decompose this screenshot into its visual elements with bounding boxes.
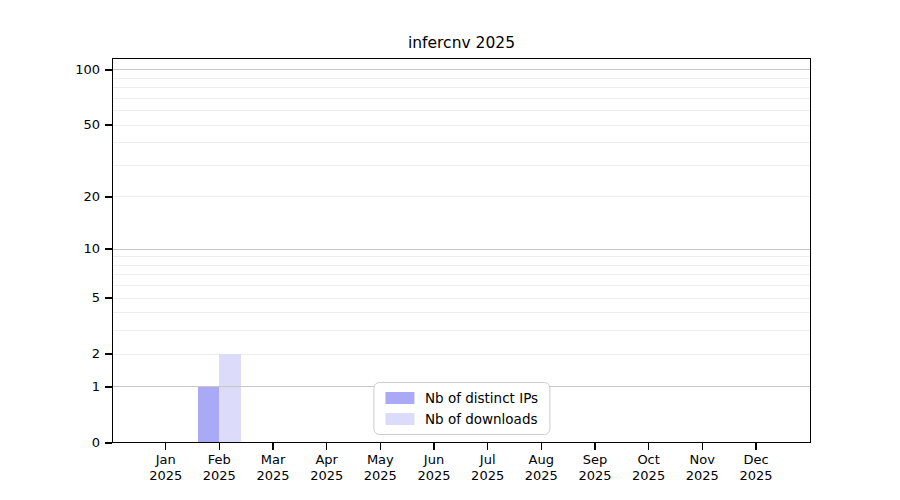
minor-gridline [112, 285, 811, 286]
y-axis-tick [105, 196, 112, 198]
year-label: 2025 [354, 468, 408, 484]
x-axis-tick [702, 443, 704, 450]
x-tick-label: Apr2025 [300, 452, 354, 483]
minor-gridline [112, 125, 811, 126]
bar [198, 387, 219, 443]
legend-swatch [385, 392, 414, 404]
y-tick-label: 5 [48, 289, 100, 307]
x-tick-label: Mar2025 [246, 452, 300, 483]
x-tick-label: Jul2025 [461, 452, 515, 483]
y-axis-tick [105, 386, 112, 388]
minor-gridline [112, 256, 811, 257]
x-axis-tick [755, 443, 757, 450]
y-tick-label: 20 [48, 188, 100, 206]
x-axis-tick [433, 443, 435, 450]
major-gridline [112, 249, 811, 250]
minor-gridline [112, 98, 811, 99]
legend-swatch [385, 413, 414, 425]
y-tick-label: 0 [48, 434, 100, 452]
legend-label: Nb of downloads [425, 411, 538, 427]
x-tick-label: Nov2025 [675, 452, 729, 483]
y-axis-tick [105, 442, 112, 444]
month-label: Aug [514, 452, 568, 468]
legend-item: Nb of downloads [385, 411, 538, 427]
major-gridline [112, 69, 811, 70]
year-label: 2025 [461, 468, 515, 484]
month-label: Jun [407, 452, 461, 468]
x-axis-tick [648, 443, 650, 450]
x-tick-label: Jan2025 [139, 452, 193, 483]
y-axis-tick [105, 69, 112, 71]
year-label: 2025 [300, 468, 354, 484]
year-label: 2025 [568, 468, 622, 484]
chart-title: infercnv 2025 [112, 34, 811, 52]
year-label: 2025 [193, 468, 247, 484]
year-label: 2025 [246, 468, 300, 484]
month-label: May [354, 452, 408, 468]
minor-gridline [112, 312, 811, 313]
x-tick-label: May2025 [354, 452, 408, 483]
minor-gridline [112, 274, 811, 275]
year-label: 2025 [407, 468, 461, 484]
year-label: 2025 [139, 468, 193, 484]
y-tick-label: 1 [48, 378, 100, 396]
month-label: Apr [300, 452, 354, 468]
y-tick-label: 50 [48, 116, 100, 134]
month-label: Sep [568, 452, 622, 468]
x-tick-label: Oct2025 [622, 452, 676, 483]
legend-item: Nb of distinct IPs [385, 390, 538, 406]
minor-gridline [112, 110, 811, 111]
x-tick-label: Feb2025 [193, 452, 247, 483]
x-tick-label: Sep2025 [568, 452, 622, 483]
minor-gridline [112, 78, 811, 79]
y-axis-tick [105, 124, 112, 126]
legend-label: Nb of distinct IPs [425, 390, 538, 406]
legend: Nb of distinct IPs Nb of downloads [373, 382, 550, 435]
x-axis-tick [594, 443, 596, 450]
month-label: Feb [193, 452, 247, 468]
x-axis-tick [487, 443, 489, 450]
y-axis-tick [105, 297, 112, 299]
month-label: Dec [729, 452, 783, 468]
download-stats-chart: infercnv 2025 0125102050100Jan2025Feb202… [0, 0, 900, 500]
month-label: Jul [461, 452, 515, 468]
x-axis-tick [380, 443, 382, 450]
y-tick-label: 10 [48, 240, 100, 258]
x-axis-tick [272, 443, 274, 450]
x-axis-tick [541, 443, 543, 450]
minor-gridline [112, 142, 811, 143]
minor-gridline [112, 354, 811, 355]
month-label: Mar [246, 452, 300, 468]
year-label: 2025 [622, 468, 676, 484]
year-label: 2025 [514, 468, 568, 484]
x-tick-label: Jun2025 [407, 452, 461, 483]
bar [219, 354, 240, 443]
x-axis-tick [219, 443, 221, 450]
minor-gridline [112, 298, 811, 299]
minor-gridline [112, 330, 811, 331]
x-axis-tick [165, 443, 167, 450]
year-label: 2025 [675, 468, 729, 484]
x-tick-label: Dec2025 [729, 452, 783, 483]
x-axis-tick [326, 443, 328, 450]
minor-gridline [112, 165, 811, 166]
y-axis-tick [105, 353, 112, 355]
x-tick-label: Aug2025 [514, 452, 568, 483]
month-label: Oct [622, 452, 676, 468]
minor-gridline [112, 87, 811, 88]
y-tick-label: 2 [48, 345, 100, 363]
minor-gridline [112, 196, 811, 197]
year-label: 2025 [729, 468, 783, 484]
y-axis-tick [105, 248, 112, 250]
minor-gridline [112, 265, 811, 266]
y-tick-label: 100 [48, 61, 100, 79]
plot-area: 0125102050100Jan2025Feb2025Mar2025Apr202… [112, 58, 811, 443]
month-label: Nov [675, 452, 729, 468]
month-label: Jan [139, 452, 193, 468]
